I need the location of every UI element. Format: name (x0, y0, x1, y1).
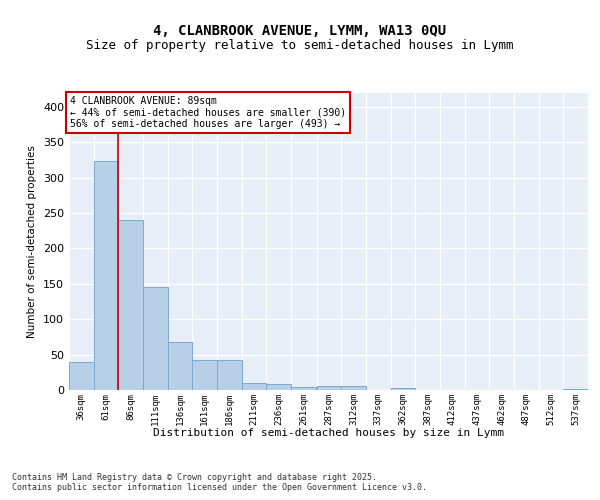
Bar (167, 342, 193, 390)
Text: Contains HM Land Registry data © Crown copyright and database right 2025.
Contai: Contains HM Land Registry data © Crown c… (12, 473, 427, 492)
Bar (341, 386, 366, 390)
Bar (94, 161, 118, 390)
Bar (291, 387, 316, 390)
Bar (118, 220, 143, 390)
Bar (69, 362, 94, 390)
Bar (266, 384, 291, 390)
Bar (317, 386, 341, 390)
Bar (143, 288, 167, 390)
Y-axis label: Number of semi-detached properties: Number of semi-detached properties (28, 145, 37, 338)
Bar (242, 383, 266, 390)
Text: 4 CLANBROOK AVENUE: 89sqm
← 44% of semi-detached houses are smaller (390)
56% of: 4 CLANBROOK AVENUE: 89sqm ← 44% of semi-… (70, 96, 346, 129)
Text: Size of property relative to semi-detached houses in Lymm: Size of property relative to semi-detach… (86, 40, 514, 52)
Bar (563, 388, 588, 390)
Bar (217, 360, 242, 390)
Bar (193, 360, 217, 390)
Text: Distribution of semi-detached houses by size in Lymm: Distribution of semi-detached houses by … (153, 428, 504, 438)
Bar (391, 388, 415, 390)
Text: 4, CLANBROOK AVENUE, LYMM, WA13 0QU: 4, CLANBROOK AVENUE, LYMM, WA13 0QU (154, 24, 446, 38)
